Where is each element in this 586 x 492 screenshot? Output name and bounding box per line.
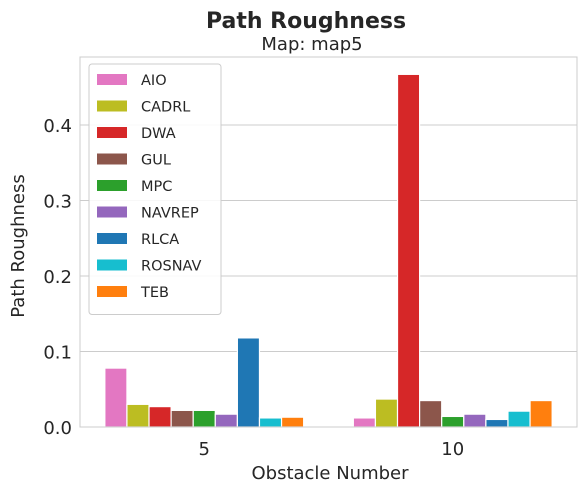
bar-aio-10 bbox=[352, 417, 377, 428]
legend-swatch-dwa bbox=[97, 127, 127, 138]
legend-box bbox=[88, 63, 222, 315]
bar-rosnav-10 bbox=[507, 410, 531, 428]
bar-gul-5 bbox=[170, 409, 194, 428]
legend-swatch-teb bbox=[97, 286, 127, 297]
legend-swatch-cadrl bbox=[97, 100, 127, 112]
y-tick-label: 0.2 bbox=[43, 267, 72, 288]
chart-subtitle: Map: map5 bbox=[261, 34, 362, 55]
legend-swatch-gul bbox=[97, 153, 127, 165]
bar-rlca-5 bbox=[236, 337, 261, 428]
y-tick-label: 0.1 bbox=[43, 342, 72, 363]
bar-aio-5 bbox=[104, 367, 128, 428]
bar-rosnav-5 bbox=[258, 417, 283, 428]
legend: AIO CADRL DWA GUL MPC NAVREP RLCA ROSNAV TEB bbox=[88, 63, 222, 315]
y-axis-label: Path Roughness bbox=[8, 174, 29, 317]
bar-dwa-10 bbox=[396, 73, 421, 428]
x-tick-label: 5 bbox=[199, 439, 210, 460]
y-tick-label: 0.0 bbox=[43, 418, 72, 439]
legend-label-cadrl: CADRL bbox=[141, 100, 190, 116]
bar-cadrl-5 bbox=[126, 403, 150, 428]
bar-mpc-10 bbox=[441, 415, 465, 428]
legend-swatch-navrep bbox=[97, 206, 127, 218]
chart-title: Path Roughness bbox=[206, 9, 406, 34]
legend-label-mpc: MPC bbox=[141, 179, 172, 195]
x-tick-label: 10 bbox=[441, 439, 464, 460]
bar-mpc-5 bbox=[192, 409, 216, 428]
bar-dwa-5 bbox=[148, 406, 172, 428]
legend-label-rosnav: ROSNAV bbox=[141, 259, 202, 275]
bar-cadrl-10 bbox=[374, 398, 399, 428]
legend-label-dwa: DWA bbox=[141, 126, 176, 142]
legend-swatch-mpc bbox=[97, 180, 127, 191]
y-axis-ticks: 0.0 0.1 0.2 0.3 0.4 bbox=[43, 116, 72, 439]
bar-navrep-5 bbox=[214, 413, 238, 428]
x-axis-ticks: 5 10 bbox=[199, 439, 465, 460]
legend-swatch-aio bbox=[97, 74, 127, 85]
legend-swatch-rlca bbox=[97, 233, 127, 244]
legend-label-aio: AIO bbox=[141, 73, 167, 89]
x-axis-label: Obstacle Number bbox=[251, 463, 409, 484]
plot-frame bbox=[79, 56, 578, 428]
bar-gul-10 bbox=[419, 399, 443, 428]
legend-swatch-rosnav bbox=[97, 259, 127, 271]
y-tick-label: 0.4 bbox=[43, 116, 72, 137]
legend-label-navrep: NAVREP bbox=[141, 206, 199, 222]
legend-label-rlca: RLCA bbox=[141, 232, 179, 248]
legend-label-gul: GUL bbox=[141, 153, 171, 169]
bar-navrep-10 bbox=[463, 413, 487, 428]
y-tick-label: 0.3 bbox=[43, 191, 72, 212]
bar-rlca-10 bbox=[485, 418, 509, 428]
legend-label-teb: TEB bbox=[140, 285, 169, 301]
bar-teb-5 bbox=[280, 416, 305, 428]
bar-teb-10 bbox=[529, 399, 553, 428]
